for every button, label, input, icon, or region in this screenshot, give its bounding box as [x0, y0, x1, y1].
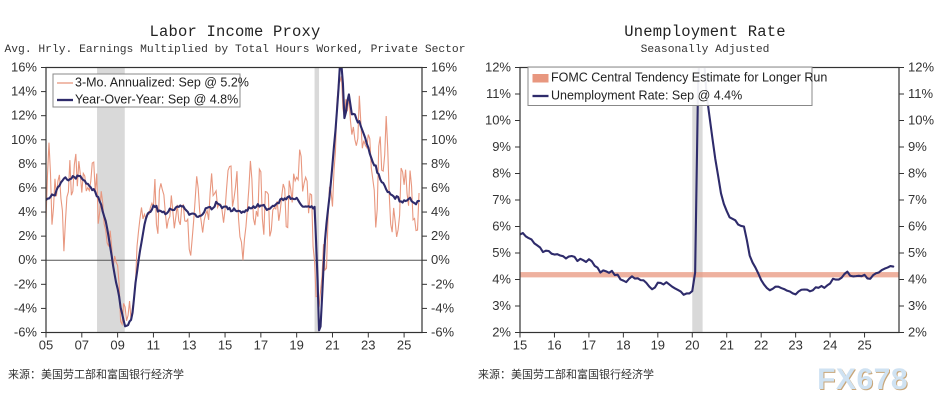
svg-text:13: 13 [182, 338, 196, 353]
svg-text:4%: 4% [908, 272, 927, 287]
svg-text:05: 05 [39, 338, 53, 353]
svg-text:12%: 12% [431, 108, 457, 123]
svg-text:Unemployment Rate: Sep @ 4.4%: Unemployment Rate: Sep @ 4.4% [551, 89, 742, 103]
svg-text:2%: 2% [431, 228, 450, 243]
svg-text:Year-Over-Year: Sep @ 4.8%: Year-Over-Year: Sep @ 4.8% [75, 93, 238, 107]
svg-text:0%: 0% [18, 252, 37, 267]
svg-text:25: 25 [397, 338, 411, 353]
svg-text:3-Mo. Annualized: Sep @ 5.2%: 3-Mo. Annualized: Sep @ 5.2% [75, 76, 249, 90]
svg-text:10%: 10% [908, 113, 934, 128]
svg-text:22: 22 [754, 338, 768, 353]
svg-text:6%: 6% [492, 219, 511, 234]
svg-text:19: 19 [289, 338, 303, 353]
svg-text:7%: 7% [908, 192, 927, 207]
svg-text:19: 19 [651, 338, 665, 353]
svg-text:8%: 8% [492, 166, 511, 181]
svg-text:16: 16 [547, 338, 561, 353]
svg-text:23: 23 [361, 338, 375, 353]
svg-text:09: 09 [110, 338, 124, 353]
svg-text:5%: 5% [492, 245, 511, 260]
svg-text:-2%: -2% [431, 276, 455, 291]
svg-text:17: 17 [254, 338, 268, 353]
svg-text:10%: 10% [11, 132, 37, 147]
svg-text:21: 21 [719, 338, 733, 353]
svg-text:8%: 8% [908, 166, 927, 181]
svg-text:11%: 11% [486, 86, 511, 101]
svg-text:FOMC Central Tendency Estimate: FOMC Central Tendency Estimate for Longe… [551, 71, 827, 85]
svg-text:9%: 9% [492, 139, 511, 154]
svg-text:6%: 6% [908, 219, 927, 234]
svg-text:-4%: -4% [431, 300, 455, 315]
svg-text:2%: 2% [492, 325, 511, 340]
svg-text:4%: 4% [18, 204, 37, 219]
svg-text:8%: 8% [18, 156, 37, 171]
svg-text:21: 21 [325, 338, 339, 353]
svg-text:14%: 14% [431, 84, 457, 99]
svg-text:12%: 12% [11, 108, 37, 123]
svg-text:16%: 16% [431, 60, 457, 75]
svg-text:15: 15 [218, 338, 232, 353]
svg-text:2%: 2% [18, 228, 37, 243]
svg-text:3%: 3% [908, 298, 927, 313]
svg-text:-6%: -6% [14, 325, 38, 340]
svg-text:11%: 11% [908, 86, 933, 101]
svg-text:8%: 8% [431, 156, 450, 171]
svg-text:9%: 9% [908, 139, 927, 154]
svg-text:15: 15 [513, 338, 527, 353]
svg-text:11: 11 [147, 338, 161, 353]
svg-text:25: 25 [857, 338, 871, 353]
svg-text:-2%: -2% [14, 276, 38, 291]
svg-text:0%: 0% [431, 252, 450, 267]
svg-text:24: 24 [823, 338, 837, 353]
svg-text:-4%: -4% [14, 300, 38, 315]
svg-text:10%: 10% [431, 132, 457, 147]
svg-text:7%: 7% [492, 192, 511, 207]
svg-text:23: 23 [788, 338, 802, 353]
svg-text:2%: 2% [908, 325, 927, 340]
svg-text:-6%: -6% [431, 325, 455, 340]
svg-text:14%: 14% [11, 84, 37, 99]
svg-text:12%: 12% [485, 60, 511, 75]
svg-text:4%: 4% [431, 204, 450, 219]
svg-text:5%: 5% [908, 245, 927, 260]
svg-text:16%: 16% [11, 60, 37, 75]
svg-text:10%: 10% [485, 113, 511, 128]
svg-text:20: 20 [685, 338, 699, 353]
svg-text:6%: 6% [18, 180, 37, 195]
svg-text:07: 07 [75, 338, 89, 353]
svg-text:12%: 12% [908, 60, 934, 75]
svg-text:3%: 3% [492, 298, 511, 313]
svg-text:6%: 6% [431, 180, 450, 195]
svg-text:18: 18 [616, 338, 630, 353]
svg-text:4%: 4% [492, 272, 511, 287]
svg-text:17: 17 [582, 338, 596, 353]
